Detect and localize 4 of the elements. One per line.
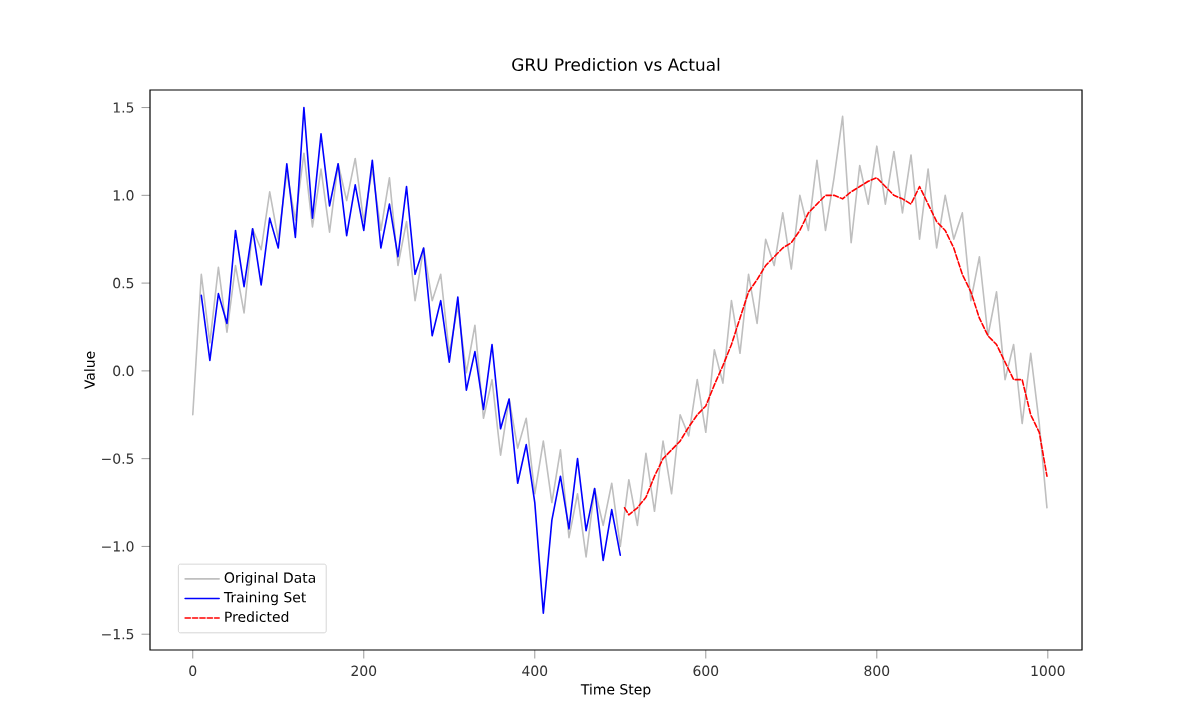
line-series xyxy=(200,106,622,614)
chart-title: GRU Prediction vs Actual xyxy=(512,57,720,72)
line-series xyxy=(191,115,1048,558)
line-series xyxy=(623,176,1048,516)
